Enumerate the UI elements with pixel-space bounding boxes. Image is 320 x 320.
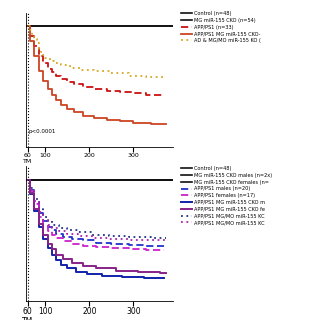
- Legend: Control (n=48), MG miR-155 CKO males (n=2x), MG miR-155 CKO females (n=, APP/PS1: Control (n=48), MG miR-155 CKO males (n=…: [180, 166, 272, 226]
- Text: p<0.0001: p<0.0001: [29, 129, 56, 134]
- X-axis label: Days: Days: [87, 166, 111, 175]
- Legend: Control (n=48), MG miR-155 CKO (n=54), APP/PS1 (n=33), APP/PS1 MG miR-155 CKO-, : Control (n=48), MG miR-155 CKO (n=54), A…: [180, 11, 261, 44]
